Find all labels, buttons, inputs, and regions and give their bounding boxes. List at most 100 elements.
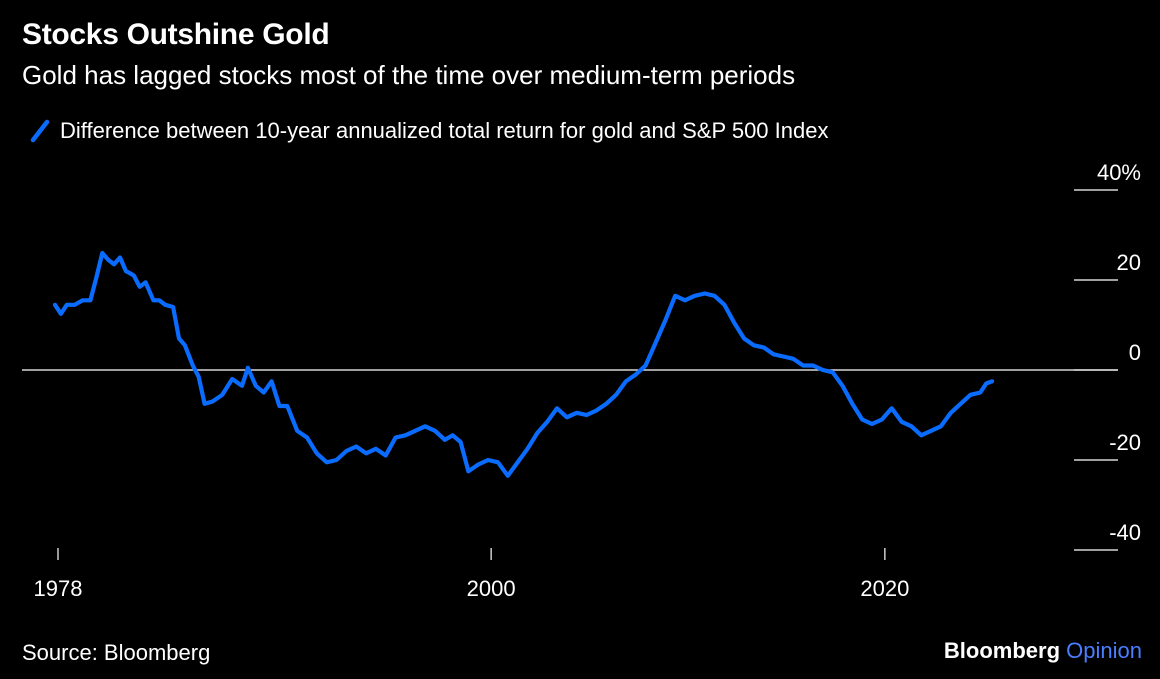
data-point	[486, 458, 490, 462]
data-point	[94, 276, 98, 280]
data-point	[132, 273, 136, 278]
data-point	[575, 411, 579, 415]
data-point	[506, 474, 510, 478]
data-point	[870, 422, 874, 426]
data-point	[246, 366, 250, 370]
data-point	[295, 429, 299, 433]
data-point	[384, 453, 388, 458]
data-point	[831, 370, 835, 374]
data-point	[496, 460, 500, 464]
data-point	[545, 420, 549, 424]
y-tick-label: -20	[1109, 430, 1141, 455]
data-point	[801, 363, 805, 368]
data-point	[88, 298, 92, 302]
data-point	[644, 363, 648, 368]
data-point	[106, 258, 110, 262]
data-point	[81, 298, 85, 302]
data-point	[959, 402, 963, 406]
data-point	[65, 303, 69, 307]
data-point	[59, 312, 63, 316]
data-point	[230, 377, 234, 381]
data-point	[262, 390, 266, 395]
data-point	[791, 357, 795, 361]
data-point	[978, 390, 982, 395]
data-point	[525, 447, 530, 451]
data-point	[364, 451, 368, 455]
data-point	[144, 280, 148, 284]
data-point	[466, 469, 470, 473]
x-tick-label: 1978	[34, 576, 83, 601]
data-point	[732, 321, 736, 325]
data-point	[712, 294, 717, 298]
data-point	[254, 384, 258, 388]
data-point	[325, 460, 329, 464]
data-point	[984, 381, 988, 386]
data-point	[762, 345, 766, 350]
data-point	[990, 379, 994, 383]
data-point	[565, 415, 569, 419]
data-point	[742, 336, 746, 341]
y-tick-label: -40	[1109, 520, 1141, 545]
data-point	[693, 294, 697, 298]
data-point	[821, 368, 825, 372]
data-point	[210, 399, 215, 404]
data-point	[118, 255, 122, 260]
data-point	[112, 262, 116, 266]
data-point	[73, 303, 77, 307]
data-point	[663, 318, 667, 323]
data-point	[752, 343, 756, 347]
data-point	[909, 424, 914, 428]
data-point	[890, 406, 894, 410]
x-tick-label: 2020	[860, 576, 909, 601]
legend: Difference between 10-year annualized to…	[30, 118, 828, 144]
data-point	[555, 406, 559, 410]
data-point	[594, 408, 599, 413]
data-point	[344, 449, 348, 453]
data-point	[413, 429, 417, 433]
data-point	[270, 379, 274, 383]
data-point	[939, 424, 943, 428]
data-point	[394, 435, 398, 440]
data-point	[968, 393, 973, 397]
y-tick-label: 0	[1129, 340, 1141, 365]
y-tick-label: 40%	[1097, 160, 1141, 185]
chart-subtitle: Gold has lagged stocks most of the time …	[22, 60, 796, 90]
data-point	[850, 402, 854, 406]
brand-logo: Bloomberg Opinion	[944, 638, 1142, 664]
data-point	[443, 438, 447, 442]
data-point	[220, 393, 224, 397]
data-point	[860, 417, 864, 422]
data-point	[203, 402, 207, 406]
series-line	[52, 250, 995, 478]
data-point	[183, 343, 187, 347]
data-point	[403, 433, 407, 437]
data-point	[451, 433, 455, 437]
data-point	[277, 404, 281, 408]
data-point	[703, 291, 707, 296]
data-point	[840, 384, 845, 388]
data-point	[163, 303, 167, 307]
x-tick-label: 2000	[467, 576, 516, 601]
y-tick-label: 20	[1117, 250, 1141, 275]
data-point	[919, 433, 923, 437]
data-point	[673, 294, 677, 298]
legend-swatch	[30, 119, 50, 143]
data-point	[374, 447, 378, 451]
data-point	[315, 451, 319, 455]
data-point	[624, 379, 628, 383]
data-point	[614, 393, 618, 397]
source-note: Source: Bloomberg	[22, 640, 211, 665]
data-point	[171, 305, 175, 309]
data-point	[811, 363, 815, 368]
data-point	[334, 458, 339, 462]
brand-suffix: Opinion	[1066, 638, 1142, 663]
data-point	[177, 336, 181, 341]
data-point	[516, 460, 520, 464]
data-point	[535, 431, 539, 435]
data-point	[634, 372, 638, 377]
data-point	[53, 303, 57, 307]
data-point	[138, 285, 142, 289]
data-point	[900, 420, 904, 424]
legend-label: Difference between 10-year annualized to…	[60, 118, 829, 143]
